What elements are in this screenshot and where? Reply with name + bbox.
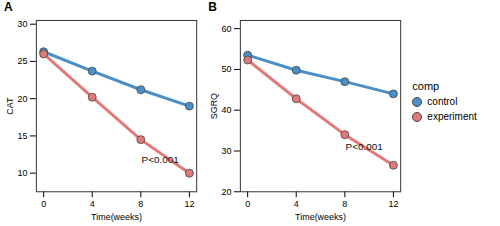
svg-text:4: 4 bbox=[294, 199, 299, 209]
svg-text:P<0.001: P<0.001 bbox=[346, 141, 384, 152]
svg-text:0: 0 bbox=[245, 199, 250, 209]
svg-text:0: 0 bbox=[41, 199, 46, 209]
svg-text:Time(weeks): Time(weeks) bbox=[295, 212, 346, 222]
svg-text:40: 40 bbox=[222, 105, 232, 115]
svg-text:8: 8 bbox=[138, 199, 143, 209]
svg-text:50: 50 bbox=[222, 64, 232, 74]
svg-text:Time(weeks): Time(weeks) bbox=[91, 212, 142, 222]
svg-text:30: 30 bbox=[222, 146, 232, 156]
svg-text:15: 15 bbox=[17, 131, 27, 141]
svg-text:8: 8 bbox=[343, 199, 348, 209]
svg-text:P<0.001: P<0.001 bbox=[142, 154, 180, 165]
svg-text:30: 30 bbox=[17, 19, 27, 29]
svg-text:60: 60 bbox=[222, 23, 232, 33]
html-text:B: B bbox=[208, 0, 217, 14]
html-text:A: A bbox=[4, 0, 13, 14]
svg-text:10: 10 bbox=[17, 168, 27, 178]
svg-text:20: 20 bbox=[17, 94, 27, 104]
svg-text:CAT: CAT bbox=[5, 97, 15, 115]
svg-text:25: 25 bbox=[17, 56, 27, 66]
html-text:control: control bbox=[427, 96, 458, 107]
svg-text:4: 4 bbox=[90, 199, 95, 209]
svg-text:12: 12 bbox=[389, 199, 399, 209]
svg-text:12: 12 bbox=[184, 199, 194, 209]
svg-text:20: 20 bbox=[222, 187, 232, 197]
html-text:experiment: experiment bbox=[427, 111, 477, 122]
html-text:comp: comp bbox=[412, 80, 440, 92]
svg-text:SGRQ: SGRQ bbox=[209, 93, 219, 119]
